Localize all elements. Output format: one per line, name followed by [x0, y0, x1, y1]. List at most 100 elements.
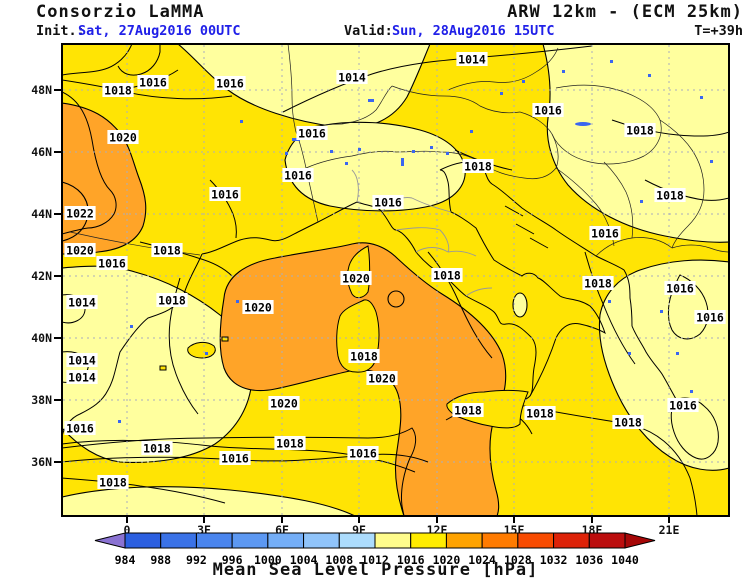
lat-tick-label: 48N: [31, 83, 52, 97]
contour-label: 1016: [209, 187, 241, 202]
contour-label: 1018: [654, 188, 686, 203]
colorbar-segment: [445, 532, 483, 549]
contour-label: 1016: [347, 446, 379, 461]
run-info-row: Init.: Sat, 27Aug2016 00UTC Valid: Sun, …: [0, 23, 751, 41]
colorbar-segment: [338, 532, 376, 549]
contour-label: 1020: [340, 271, 372, 286]
svg-text:1018: 1018: [158, 294, 186, 308]
contour-label: 1016: [96, 256, 128, 271]
contour-label: 1018: [348, 349, 380, 364]
contour-label: 1016: [589, 226, 621, 241]
colorbar-tick-label: 996: [222, 553, 243, 567]
contour-label: 1018: [102, 83, 134, 98]
svg-text:1016: 1016: [66, 422, 94, 436]
colorbar-segment: [410, 532, 447, 549]
contour-label: 1016: [282, 168, 314, 183]
national-borders: [69, 43, 730, 257]
svg-text:1014: 1014: [68, 296, 96, 310]
lat-tick: [54, 213, 61, 215]
contour-label: 1020: [107, 130, 139, 145]
svg-text:1018: 1018: [104, 84, 132, 98]
svg-text:1018: 1018: [526, 407, 554, 421]
init-value: Sat, 27Aug2016 00UTC: [78, 23, 241, 39]
contour-label: 1014: [456, 52, 488, 67]
contour-label: 1018: [452, 403, 484, 418]
lead-time: T=+39h: [694, 23, 743, 39]
contour-label: 1016: [532, 103, 564, 118]
svg-text:1016: 1016: [534, 104, 562, 118]
svg-text:1018: 1018: [464, 160, 492, 174]
svg-text:1016: 1016: [98, 257, 126, 271]
lat-tick-label: 36N: [31, 455, 52, 469]
colorbar-tick-label: 1028: [504, 553, 532, 567]
colorbar-right-arrow: [624, 532, 656, 549]
colorbar-tick-label: 1004: [290, 553, 318, 567]
svg-text:1016: 1016: [211, 188, 239, 202]
svg-text:1020: 1020: [66, 244, 94, 258]
colorbar-segment: [303, 532, 340, 549]
contour-label: 1020: [268, 396, 300, 411]
lat-tick-label: 40N: [31, 331, 52, 345]
init-label: Init.:: [36, 23, 85, 39]
colorbar-segment: [374, 532, 412, 549]
contour-label: 1014: [336, 70, 368, 85]
svg-text:1016: 1016: [298, 127, 326, 141]
svg-text:1014: 1014: [68, 371, 96, 385]
lat-tick-label: 44N: [31, 207, 52, 221]
colorbar-segment: [553, 532, 590, 549]
colorbar-tick-label: 1036: [575, 553, 603, 567]
contour-label: 1016: [219, 451, 251, 466]
svg-text:1018: 1018: [656, 189, 684, 203]
contour-label: 1014: [66, 295, 98, 310]
colorbar-tick-label: 992: [186, 553, 207, 567]
svg-text:1018: 1018: [153, 244, 181, 258]
lat-tick: [54, 461, 61, 463]
contour-label: 1018: [462, 159, 494, 174]
colorbar-tick-label: 984: [115, 553, 136, 567]
svg-text:1016: 1016: [374, 196, 402, 210]
contour-label: 1018: [612, 415, 644, 430]
coastlines: [61, 43, 719, 517]
contour-label: 1018: [582, 276, 614, 291]
svg-text:1018: 1018: [350, 350, 378, 364]
contour-label: 1016: [667, 398, 699, 413]
svg-text:1022: 1022: [66, 207, 94, 221]
lakes: [118, 60, 713, 423]
svg-text:1020: 1020: [244, 301, 272, 315]
lat-tick: [54, 399, 61, 401]
svg-text:1016: 1016: [216, 77, 244, 91]
svg-text:1020: 1020: [342, 272, 370, 286]
colorbar-tick-label: 1008: [325, 553, 353, 567]
svg-text:1016: 1016: [591, 227, 619, 241]
colorbar: 984 988 992 996 1000 1004 1008 1012 1016 1020 1024…: [94, 532, 656, 567]
contour-label: 1018: [97, 475, 129, 490]
colorbar-segment: [160, 532, 197, 549]
svg-text:1016: 1016: [669, 399, 697, 413]
colorbar-segment: [195, 532, 233, 549]
colorbar-tick-label: 1024: [468, 553, 496, 567]
colorbar-tick-label: 1032: [540, 553, 568, 567]
contour-label: 1020: [366, 371, 398, 386]
colorbar-segment: [517, 532, 555, 549]
svg-text:1014: 1014: [338, 71, 366, 85]
lat-tick: [54, 337, 61, 339]
contour-label: 1018: [141, 441, 173, 456]
colorbar-tick-label: 988: [150, 553, 171, 567]
island-menorca: [221, 336, 229, 342]
contour-label: 1016: [214, 76, 246, 91]
svg-text:1014: 1014: [68, 354, 96, 368]
colorbar-segment: [124, 532, 162, 549]
lat-tick-label: 38N: [31, 393, 52, 407]
svg-text:1018: 1018: [454, 404, 482, 418]
lat-tick: [54, 151, 61, 153]
colorbar-tick-label: 1016: [397, 553, 425, 567]
colorbar-tick-label: 1012: [361, 553, 389, 567]
colorbar-tick-label: 1000: [254, 553, 282, 567]
map-canvas: 1016 1018 1016 1014 1014 1020 1016 1022 1016 1016…: [61, 43, 730, 517]
contour-label: 1018: [156, 293, 188, 308]
svg-text:1018: 1018: [584, 277, 612, 291]
contour-label: 1016: [372, 195, 404, 210]
contour-label: 1018: [274, 436, 306, 451]
svg-text:1018: 1018: [276, 437, 304, 451]
svg-text:1018: 1018: [614, 416, 642, 430]
